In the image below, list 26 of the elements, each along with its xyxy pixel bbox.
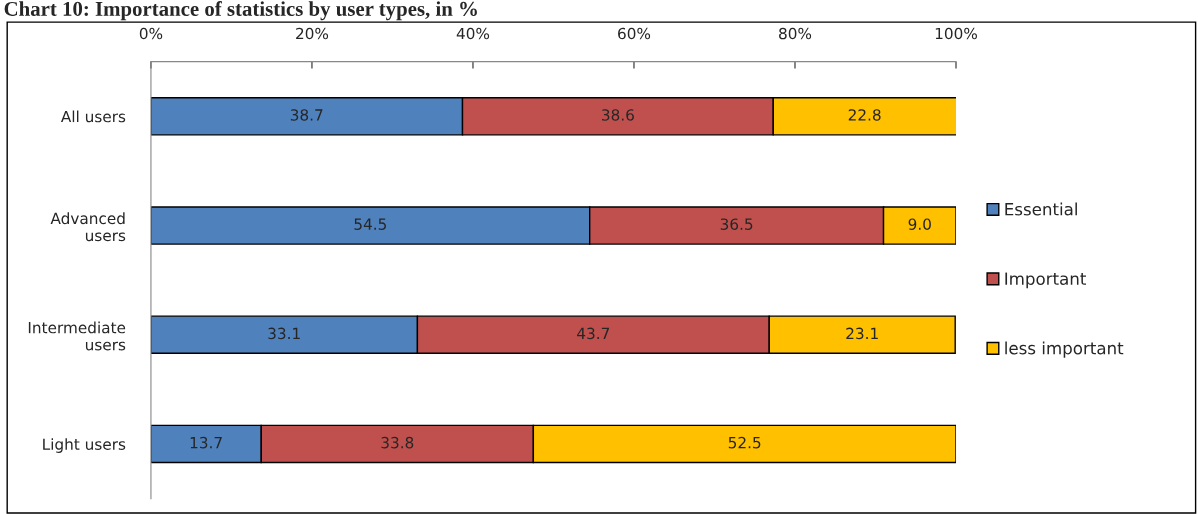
data-label: 33.1 xyxy=(268,327,300,340)
data-label: 13.7 xyxy=(190,436,222,449)
y-tick-label: All users xyxy=(60,110,126,123)
x-tick-label: 60% xyxy=(618,27,651,40)
data-label: 22.8 xyxy=(848,109,881,121)
chart-title: Chart 10: Importance of statistics by user types, in % xyxy=(4,1,477,21)
data-label: 9.0 xyxy=(908,218,931,230)
data-label: 38.6 xyxy=(602,109,634,121)
data-label: 52.5 xyxy=(728,436,761,449)
legend-label: less important xyxy=(1005,341,1124,358)
legend-label: Essential xyxy=(1005,202,1077,216)
data-label: 43.7 xyxy=(577,327,610,340)
data-label: 38.7 xyxy=(290,109,323,121)
y-tick-label: Advanced users xyxy=(50,212,126,242)
x-tick-label: 20% xyxy=(296,27,329,40)
y-tick-label: Intermediate users xyxy=(28,321,126,351)
data-label: 36.5 xyxy=(720,218,753,230)
data-label: 33.8 xyxy=(381,436,414,449)
x-tick-label: 100% xyxy=(935,27,977,40)
legend-label: Important xyxy=(1005,272,1086,289)
x-tick-label: 0% xyxy=(139,27,163,40)
x-tick-label: 80% xyxy=(779,27,812,40)
y-tick-label: Light users xyxy=(43,438,126,453)
data-label: 23.1 xyxy=(846,327,878,340)
data-label: 54.5 xyxy=(354,218,386,230)
x-tick-label: 40% xyxy=(456,27,490,40)
